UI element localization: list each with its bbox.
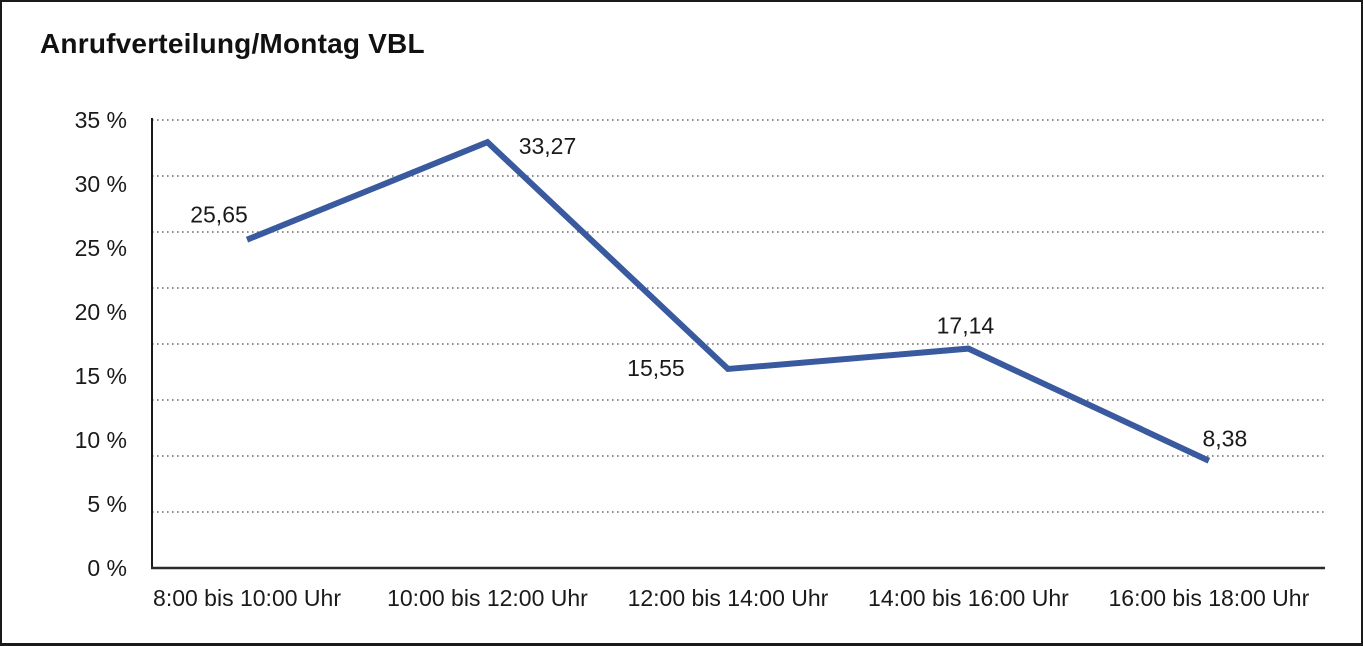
y-tick-label: 15 % <box>75 363 127 389</box>
chart-title: Anrufverteilung/Montag VBL <box>40 28 425 59</box>
y-tick-label: 35 % <box>75 107 127 133</box>
data-label: 15,55 <box>627 355 685 381</box>
x-tick-label: 14:00 bis 16:00 Uhr <box>868 585 1069 611</box>
y-tick-label: 0 % <box>87 555 127 581</box>
data-label: 33,27 <box>519 133 577 159</box>
data-label: 25,65 <box>190 202 248 228</box>
x-tick-label: 12:00 bis 14:00 Uhr <box>628 585 829 611</box>
x-tick-label: 16:00 bis 18:00 Uhr <box>1108 585 1309 611</box>
y-tick-label: 25 % <box>75 235 127 261</box>
y-tick-label: 20 % <box>75 299 127 325</box>
y-tick-label: 30 % <box>75 171 127 197</box>
y-tick-label: 10 % <box>75 427 127 453</box>
data-line <box>245 138 1211 464</box>
y-tick-label: 5 % <box>87 491 127 517</box>
x-tick-label: 8:00 bis 10:00 Uhr <box>153 585 341 611</box>
x-tick-label: 10:00 bis 12:00 Uhr <box>387 585 588 611</box>
data-label: 17,14 <box>937 313 995 339</box>
data-label: 8,38 <box>1202 426 1247 452</box>
